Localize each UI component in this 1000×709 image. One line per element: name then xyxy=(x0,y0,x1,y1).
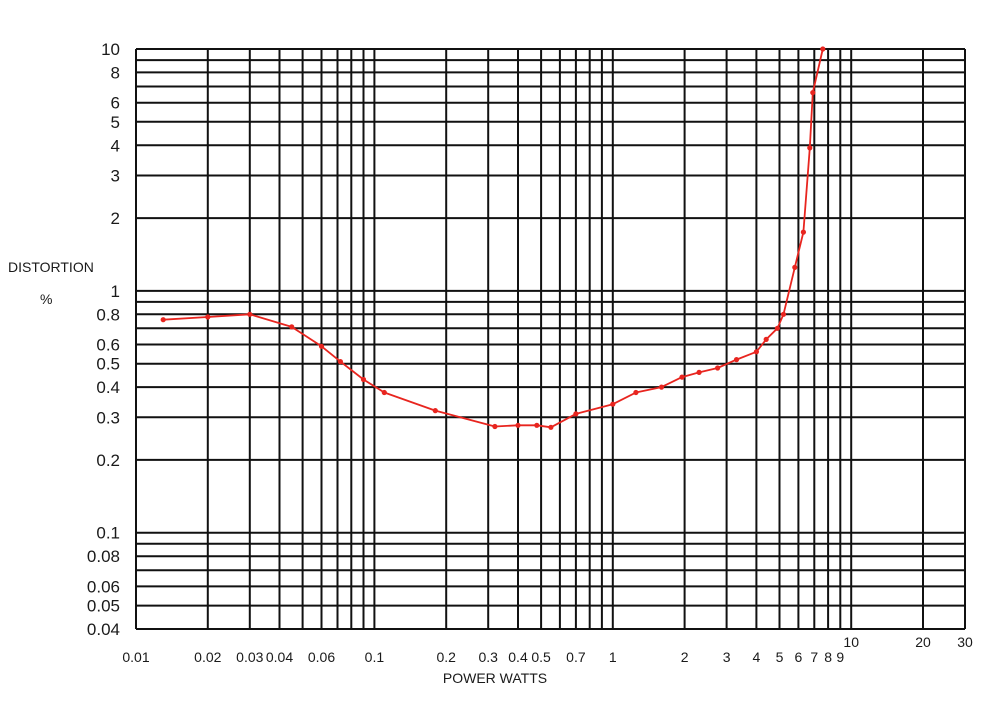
x-tick-label-0p02: 0.02 xyxy=(194,649,221,665)
y-tick-label-3: 3 xyxy=(111,167,120,186)
data-point-3 xyxy=(289,324,295,330)
distortion-series xyxy=(160,46,826,430)
y-tick-label-4: 4 xyxy=(111,136,120,155)
data-point-9 xyxy=(492,423,498,430)
x-tick-label-0p4: 0.4 xyxy=(508,649,528,665)
data-point-28 xyxy=(810,90,816,96)
data-point-10 xyxy=(515,422,521,428)
y-tick-label-0p1: 0.1 xyxy=(96,524,120,543)
x-tick-label-2: 2 xyxy=(681,649,689,665)
x-tick-label-20: 20 xyxy=(915,634,931,650)
x-tick-labels: 0.01 0.02 0.03 0.04 0.06 0.1 0.2 0.3 0.4 0.5 0.7 1 2… xyxy=(122,634,973,665)
data-point-6 xyxy=(360,376,367,383)
y-tick-label-0p8: 0.8 xyxy=(96,305,120,324)
x-tick-label-10: 10 xyxy=(843,634,859,650)
data-point-15 xyxy=(633,389,639,396)
y-tick-label-0p4: 0.4 xyxy=(96,378,120,397)
data-point-1 xyxy=(205,314,211,320)
data-point-2 xyxy=(247,311,253,317)
data-point-27 xyxy=(807,145,813,151)
x-tick-label-30: 30 xyxy=(957,634,973,650)
y-tick-label-2: 2 xyxy=(111,209,120,228)
y-tick-label-0p2: 0.2 xyxy=(96,451,120,470)
y-tick-labels: 1086543210.80.60.50.40.30.20.10.080.060.… xyxy=(87,40,120,639)
data-point-24 xyxy=(780,311,787,317)
data-point-18 xyxy=(696,369,702,375)
x-tick-label-4: 4 xyxy=(753,649,761,665)
data-point-19 xyxy=(715,365,721,371)
y-axis-unit: % xyxy=(40,291,52,307)
data-point-13 xyxy=(573,411,579,417)
y-tick-label-5: 5 xyxy=(111,113,120,132)
y-tick-label-6: 6 xyxy=(111,94,120,113)
data-point-25 xyxy=(792,264,798,270)
y-tick-label-0p06: 0.06 xyxy=(87,577,120,596)
x-tick-label-9: 9 xyxy=(836,649,844,665)
x-tick-label-0p01: 0.01 xyxy=(122,649,149,665)
x-tick-label-0p03: 0.03 xyxy=(236,649,263,665)
y-tick-label-0p04: 0.04 xyxy=(87,620,120,639)
data-point-22 xyxy=(763,336,769,342)
x-tick-label-0p7: 0.7 xyxy=(566,649,586,665)
x-tick-label-3: 3 xyxy=(723,649,731,665)
x-tick-label-1: 1 xyxy=(609,649,617,665)
x-tick-label-6: 6 xyxy=(795,649,803,665)
x-tick-label-0p06: 0.06 xyxy=(308,649,335,665)
data-point-21 xyxy=(753,349,760,355)
data-point-26 xyxy=(800,229,807,235)
data-point-12 xyxy=(548,424,554,430)
y-axis-title: DISTORTION xyxy=(8,259,94,275)
x-tick-label-8: 8 xyxy=(824,649,832,665)
y-tick-label-0p6: 0.6 xyxy=(96,336,120,355)
x-tick-label-0p1: 0.1 xyxy=(365,649,385,665)
data-point-29 xyxy=(820,46,826,52)
y-tick-label-0p5: 0.5 xyxy=(96,355,120,374)
x-tick-label-0p2: 0.2 xyxy=(436,649,456,665)
data-point-20 xyxy=(733,357,740,363)
x-tick-label-7: 7 xyxy=(810,649,818,665)
y-tick-label-0p08: 0.08 xyxy=(87,547,120,566)
y-tick-label-10: 10 xyxy=(101,40,120,59)
series-line-0 xyxy=(163,48,824,429)
data-point-11 xyxy=(534,422,540,428)
x-tick-label-0p3: 0.3 xyxy=(478,649,498,665)
x-tick-label-0p04: 0.04 xyxy=(266,649,293,665)
data-point-14 xyxy=(610,401,616,407)
x-tick-label-5: 5 xyxy=(776,649,784,665)
data-point-23 xyxy=(774,325,781,331)
x-axis-title: POWER WATTS xyxy=(443,670,547,686)
y-tick-label-0p3: 0.3 xyxy=(96,408,120,427)
y-tick-label-8: 8 xyxy=(111,63,120,82)
data-point-7 xyxy=(381,389,387,396)
data-point-0 xyxy=(160,317,166,323)
x-tick-label-0p5: 0.5 xyxy=(531,649,551,665)
y-gridlines xyxy=(136,48,965,630)
data-point-8 xyxy=(432,408,438,414)
data-point-16 xyxy=(658,384,665,390)
y-tick-label-0p05: 0.05 xyxy=(87,597,120,616)
data-point-4 xyxy=(318,343,325,349)
data-point-17 xyxy=(679,374,685,380)
data-point-5 xyxy=(337,359,343,365)
y-tick-label-1: 1 xyxy=(111,282,120,301)
